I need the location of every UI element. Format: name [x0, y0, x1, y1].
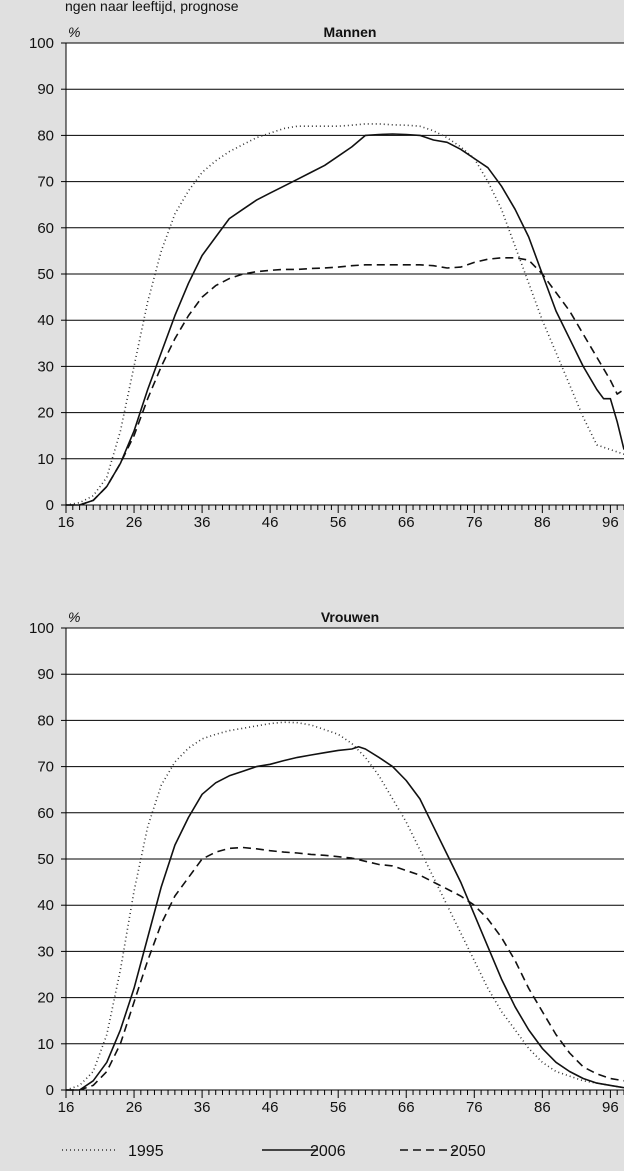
- x-tick-label-86: 86: [534, 1099, 551, 1116]
- y-tick-label-60: 60: [37, 220, 54, 237]
- x-tick-label-96: 96: [602, 1099, 619, 1116]
- y-tick-label-70: 70: [37, 759, 54, 776]
- x-tick-label-36: 36: [194, 1099, 211, 1116]
- y-tick-label-0: 0: [46, 497, 54, 514]
- x-tick-label-26: 26: [126, 1099, 143, 1116]
- y-tick-label-20: 20: [37, 405, 54, 422]
- y-tick-label-90: 90: [37, 666, 54, 683]
- y-tick-label-20: 20: [37, 990, 54, 1007]
- x-tick-label-46: 46: [262, 1099, 279, 1116]
- x-tick-label-16: 16: [58, 1099, 75, 1116]
- x-tick-label-86: 86: [534, 514, 551, 531]
- x-tick-label-66: 66: [398, 1099, 415, 1116]
- y-tick-label-100: 100: [29, 620, 54, 637]
- series-line-1995: [65, 721, 624, 1091]
- y-unit-label: %: [68, 609, 80, 625]
- legend-label: 1995: [128, 1143, 164, 1160]
- legend-item-2050: 2050: [400, 1143, 486, 1160]
- y-tick-label-100: 100: [29, 35, 54, 52]
- y-tick-label-0: 0: [46, 1082, 54, 1099]
- series-line-2006: [66, 745, 624, 1091]
- series-line-2050: [66, 257, 624, 506]
- y-tick-label-40: 40: [37, 312, 54, 329]
- y-unit-label: %: [68, 24, 80, 40]
- y-tick-label-50: 50: [37, 851, 54, 868]
- y-tick-label-10: 10: [37, 1036, 54, 1053]
- legend: 1995 2006 2050: [62, 1143, 486, 1160]
- chart-title: Mannen: [324, 24, 377, 40]
- series-line-1995: [65, 123, 624, 506]
- x-tick-label-66: 66: [398, 514, 415, 531]
- x-tick-label-46: 46: [262, 514, 279, 531]
- y-tick-label-70: 70: [37, 174, 54, 191]
- figure-headline: ngen naar leeftijd, prognose: [65, 0, 239, 14]
- x-tick-label-36: 36: [194, 514, 211, 531]
- x-tick-label-76: 76: [466, 1099, 483, 1116]
- y-tick-label-90: 90: [37, 81, 54, 98]
- y-tick-label-50: 50: [37, 266, 54, 283]
- legend-label: 2050: [450, 1143, 486, 1160]
- chart-title: Vrouwen: [321, 609, 379, 625]
- y-tick-label-60: 60: [37, 805, 54, 822]
- x-tick-label-26: 26: [126, 514, 143, 531]
- y-tick-label-10: 10: [37, 451, 54, 468]
- y-tick-label-80: 80: [37, 712, 54, 729]
- y-tick-label-30: 30: [37, 943, 54, 960]
- chart-vrouwen: 0 10 20 30 40 50 60 70 80 90 100 16 26 36 46 56 66 76 86 96…: [29, 609, 624, 1116]
- series-line-2050: [66, 846, 624, 1091]
- legend-item-2006: 2006: [262, 1143, 346, 1160]
- chart-mannen: 0 10 20 30 40 50 60 70 80 90 100 16 26 36 46 56 66 76 86 96…: [29, 24, 624, 531]
- x-tick-label-76: 76: [466, 514, 483, 531]
- x-tick-label-96: 96: [602, 514, 619, 531]
- y-tick-label-80: 80: [37, 127, 54, 144]
- legend-item-1995: 1995: [62, 1143, 164, 1160]
- y-tick-label-30: 30: [37, 358, 54, 375]
- x-tick-label-56: 56: [330, 514, 347, 531]
- legend-label: 2006: [310, 1143, 346, 1160]
- series-line-2006: [66, 133, 624, 506]
- x-tick-label-16: 16: [58, 514, 75, 531]
- x-tick-label-56: 56: [330, 1099, 347, 1116]
- y-tick-label-40: 40: [37, 897, 54, 914]
